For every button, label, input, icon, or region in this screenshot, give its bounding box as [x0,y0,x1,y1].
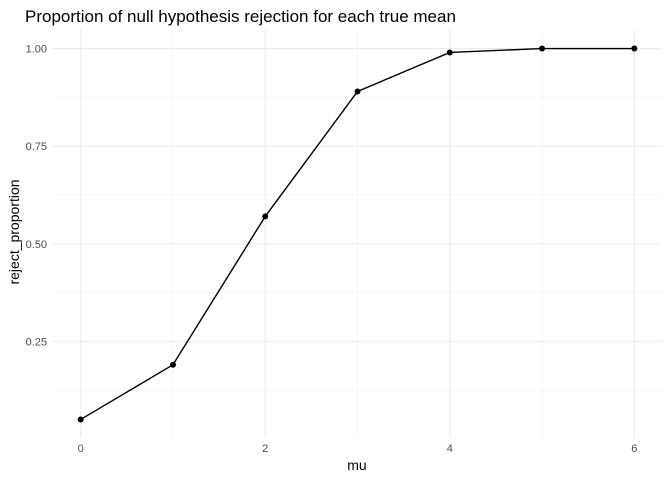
data-point [77,416,84,423]
y-tick-label: 0.25 [26,336,47,348]
y-tick-label: 1.00 [26,44,47,56]
data-point [446,49,453,56]
data-point [354,88,361,95]
x-axis-title: mu [347,457,366,473]
x-tick-label: 6 [631,443,637,455]
y-tick-label: 0.50 [26,239,47,251]
chart-title: Proportion of null hypothesis rejection … [25,7,456,26]
grid [53,30,662,438]
data-point [262,213,269,220]
data-point [539,45,546,52]
y-axis-title: reject_proportion [6,179,22,284]
data-point [631,45,638,52]
y-tick-label: 0.75 [26,141,47,153]
series [77,45,638,423]
x-tick-label: 0 [78,443,84,455]
x-tick-label: 2 [262,443,268,455]
x-tick-label: 4 [447,443,453,455]
y-axis-ticks: 0.25 0.50 0.75 1.00 [26,44,47,349]
data-point [169,361,176,368]
x-axis-ticks: 0 2 4 6 [78,443,638,455]
